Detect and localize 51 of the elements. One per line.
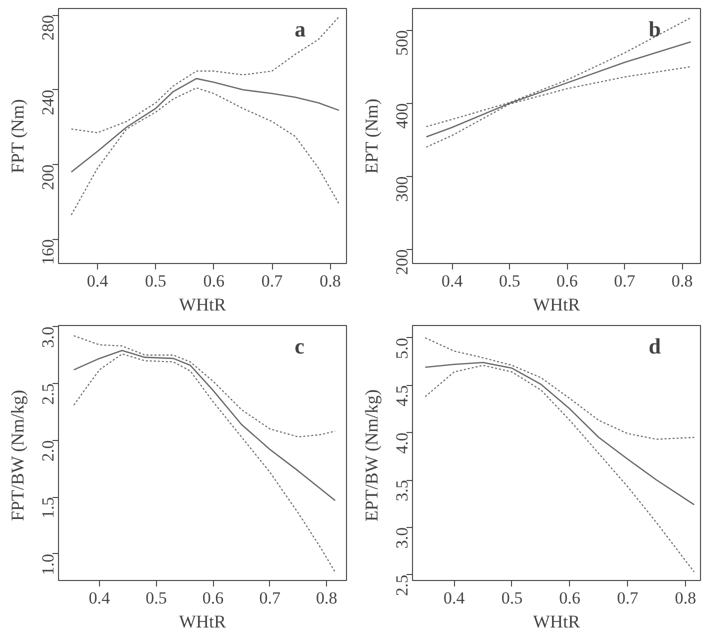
x-axis-title: WHtR <box>179 612 226 632</box>
annotation: b <box>648 16 661 42</box>
x-tick-label: 0.7 <box>614 272 636 290</box>
x-tick-label: 0.7 <box>617 588 639 608</box>
y-tick-label: 1.5 <box>38 497 58 518</box>
y-tick-label: 400 <box>392 103 412 129</box>
x-tick-label: 0.7 <box>261 272 284 290</box>
x-tick-label: 0.5 <box>501 588 523 608</box>
y-tick-label: 2.5 <box>392 574 412 596</box>
x-tick-label: 0.6 <box>202 588 224 608</box>
y-tick-label: 3.0 <box>38 326 58 348</box>
x-tick-label: 0.5 <box>145 272 166 290</box>
y-tick-label: 2.5 <box>38 383 58 405</box>
x-tick-label: 0.8 <box>671 272 693 290</box>
x-tick-label: 0.4 <box>86 272 109 290</box>
x-tick-label: 0.4 <box>88 588 111 608</box>
x-axis-title: WHtR <box>179 294 226 314</box>
x-tick-label: 0.4 <box>444 588 466 608</box>
y-tick-label: 500 <box>392 30 412 56</box>
y-tick-label: 200 <box>392 249 412 275</box>
y-axis-title: EPT (Nm) <box>362 98 382 174</box>
y-tick-label: 4.5 <box>392 385 412 406</box>
x-tick-label: 0.6 <box>556 272 578 290</box>
y-tick-label: 280 <box>38 15 58 41</box>
annotation: a <box>294 16 306 42</box>
y-tick-label: 300 <box>392 176 412 202</box>
y-tick-label: 3.0 <box>392 527 412 549</box>
x-tick-label: 0.5 <box>499 272 520 290</box>
y-tick-label: 200 <box>38 164 58 190</box>
y-tick-label: 3.5 <box>392 480 412 502</box>
y-tick-label: 240 <box>38 90 58 116</box>
x-tick-label: 0.8 <box>316 588 338 608</box>
x-tick-label: 0.8 <box>674 588 696 608</box>
annotation: c <box>294 334 305 359</box>
annotation: d <box>648 334 661 359</box>
y-tick-label: 4.0 <box>392 432 412 454</box>
x-tick-label: 0.5 <box>146 588 167 608</box>
x-tick-label: 0.4 <box>442 272 464 290</box>
x-axis-title: WHtR <box>533 294 580 314</box>
x-tick-label: 0.6 <box>203 272 224 290</box>
y-axis-title: FPT/BW (Nm/kg) <box>8 390 28 521</box>
x-tick-label: 0.7 <box>259 588 281 608</box>
x-tick-label: 0.6 <box>559 588 580 608</box>
y-tick-label: 160 <box>38 239 58 265</box>
y-axis-title: FPT (Nm) <box>8 99 28 174</box>
x-axis-title: WHtR <box>533 612 580 632</box>
x-tick-label: 0.8 <box>320 272 341 290</box>
y-tick-label: 2.0 <box>38 440 58 462</box>
y-tick-label: 5.0 <box>392 338 412 360</box>
y-tick-label: 1.0 <box>38 554 58 576</box>
y-axis-title: EPT/BW (Nm/kg) <box>362 389 382 522</box>
